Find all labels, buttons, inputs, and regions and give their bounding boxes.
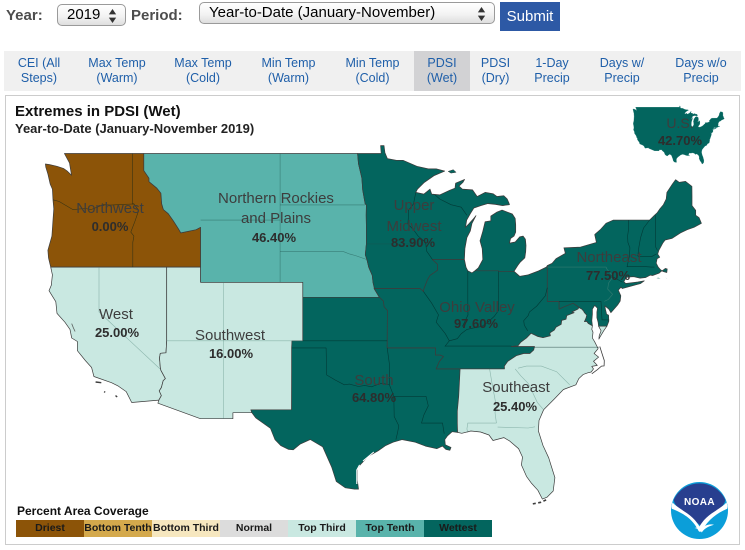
svg-text:Midwest: Midwest — [386, 218, 442, 235]
svg-text:64.80%: 64.80% — [352, 390, 397, 405]
svg-text:Upper: Upper — [394, 197, 435, 214]
svg-text:Northeast: Northeast — [576, 249, 642, 266]
svg-text:Ohio Valley: Ohio Valley — [439, 299, 515, 316]
svg-text:77.50%: 77.50% — [586, 268, 631, 283]
svg-text:Northern Rockies: Northern Rockies — [218, 190, 334, 207]
svg-text:Southwest: Southwest — [195, 327, 266, 344]
svg-text:and Plains: and Plains — [241, 210, 311, 227]
svg-text:0.00%: 0.00% — [92, 219, 129, 234]
svg-text:NOAA: NOAA — [684, 497, 715, 508]
svg-text:97.60%: 97.60% — [454, 316, 499, 331]
svg-text:42.70%: 42.70% — [658, 133, 703, 148]
svg-text:U.S.: U.S. — [666, 115, 693, 131]
svg-text:25.40%: 25.40% — [493, 399, 538, 414]
svg-text:Southeast: Southeast — [482, 379, 550, 396]
svg-text:83.90%: 83.90% — [391, 235, 436, 250]
svg-text:South: South — [354, 372, 393, 389]
svg-text:West: West — [99, 306, 134, 323]
svg-text:Northwest: Northwest — [76, 200, 144, 217]
svg-text:16.00%: 16.00% — [209, 346, 254, 361]
svg-text:46.40%: 46.40% — [252, 230, 297, 245]
svg-text:25.00%: 25.00% — [95, 325, 140, 340]
